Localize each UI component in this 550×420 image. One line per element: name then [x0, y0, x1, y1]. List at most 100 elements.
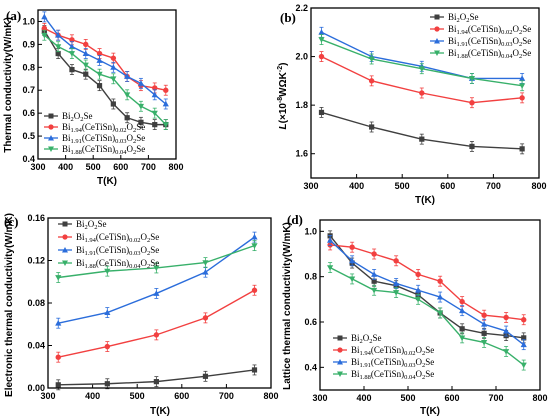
series-line — [330, 244, 524, 321]
panel-d-legend: Bi2O2Se Bi1.94(CeTiSn)0.02O2Se Bi1.91(Ce… — [333, 333, 434, 381]
y-tick-label: 1.8 — [295, 100, 308, 110]
x-tick-label: 300 — [40, 391, 55, 401]
svg-text:Bi2O2Se: Bi2O2Se — [62, 111, 93, 123]
y-tick-label: 0.8 — [304, 272, 317, 282]
data-point — [393, 280, 400, 286]
y-tick-label: 0.6 — [22, 108, 35, 118]
data-point — [202, 373, 209, 379]
legend-item-s3: Bi1.88(CeTiSn)0.04O2Se — [333, 369, 434, 381]
svg-text:Bi1.94(CeTiSn)0.02O2Se: Bi1.94(CeTiSn)0.02O2Se — [448, 24, 531, 36]
series-0 — [41, 25, 169, 131]
data-point — [468, 76, 476, 82]
data-point — [96, 50, 103, 57]
data-point — [152, 122, 158, 128]
panel-a-legend: Bi2O2Se Bi1.94(CeTiSn)0.02O2Se Bi1.91(Ce… — [44, 111, 145, 156]
data-point — [459, 307, 466, 314]
panel-c-plot: 300 400 500 600 700 800 0.00 0.04 0.08 0.12 0.16 — [27, 213, 278, 401]
legend-item-s0: Bi2O2Se — [58, 219, 107, 231]
data-point — [393, 258, 399, 264]
panel-a-frame — [37, 9, 177, 160]
y-tick-label: 2.2 — [295, 3, 308, 13]
data-point — [318, 53, 325, 60]
x-tick-label: 800 — [531, 181, 546, 191]
x-tick-label: 500 — [130, 391, 145, 401]
data-point — [83, 71, 89, 77]
data-point — [55, 382, 61, 388]
data-point — [124, 92, 131, 99]
svg-text:Bi1.94(CeTiSn)0.02O2Se: Bi1.94(CeTiSn)0.02O2Se — [76, 232, 159, 244]
panel-d-frame — [319, 219, 541, 391]
data-point — [110, 64, 117, 70]
svg-text:Bi1.88(CeTiSn)0.04O2Se: Bi1.88(CeTiSn)0.04O2Se — [62, 144, 145, 156]
series-line — [58, 289, 255, 358]
panel-d-ylabel: Lattice thermal conductivity(W/mK) — [282, 222, 293, 390]
series-0 — [318, 107, 525, 155]
series-3 — [55, 240, 258, 283]
data-point — [82, 62, 89, 69]
y-tick-label: 0.12 — [27, 256, 45, 266]
data-point — [151, 110, 158, 117]
data-point — [459, 326, 465, 332]
data-point — [138, 119, 144, 125]
legend-item-s0: Bi2O2Se — [44, 111, 93, 123]
data-point — [153, 265, 160, 272]
panel-a-ticks: 300 400 500 600 700 800 0.4 0.5 0.6 0.7 0.8 0.9 1.0 — [22, 16, 183, 172]
data-point — [137, 103, 145, 110]
x-tick-label: 800 — [532, 393, 547, 403]
series-line — [43, 34, 167, 126]
data-point — [415, 296, 422, 303]
panel-d-ticks: 300 400 500 600 700 800 0.4 0.6 0.8 1.0 — [304, 226, 547, 403]
series-3 — [318, 34, 526, 92]
x-tick-label: 400 — [356, 393, 371, 403]
data-point — [55, 44, 62, 50]
data-point — [327, 265, 334, 271]
x-tick-label: 300 — [30, 162, 45, 172]
data-point — [318, 109, 325, 116]
y-tick-label: 2.0 — [295, 52, 308, 62]
legend-item-s1: Bi1.94(CeTiSn)0.02O2Se — [430, 24, 531, 36]
data-point — [202, 315, 209, 321]
data-point — [202, 260, 209, 266]
panel-b-label: (b) — [280, 10, 296, 25]
data-point — [393, 290, 400, 296]
data-point — [55, 32, 62, 38]
data-point — [459, 335, 466, 342]
y-tick-label: 1.0 — [22, 16, 35, 26]
y-tick-label: 0.4 — [22, 154, 35, 164]
data-point — [520, 362, 527, 369]
data-point — [521, 317, 527, 323]
data-point — [419, 136, 425, 142]
x-tick-label: 600 — [113, 162, 128, 172]
data-point — [437, 278, 443, 284]
data-point — [521, 335, 527, 341]
data-point — [41, 32, 48, 39]
series-1 — [55, 284, 258, 363]
data-point — [437, 293, 444, 300]
series-1 — [318, 51, 525, 109]
data-point — [371, 251, 377, 257]
panel-a: 300 400 500 600 700 8000.40.50.60.70.80.91.0 … — [3, 8, 184, 187]
legend-item-s0: Bi2O2Se — [430, 12, 479, 24]
data-point — [41, 25, 48, 32]
x-tick-label: 800 — [168, 162, 183, 172]
legend-item-s0: Bi2O2Se — [333, 333, 382, 345]
data-point — [349, 244, 355, 250]
y-tick-label: 0.4 — [304, 362, 317, 372]
data-point — [96, 57, 103, 63]
panel-c-ylabel: Electronic thermal conductivity(W/mK) — [4, 213, 15, 397]
x-tick-label: 500 — [395, 181, 410, 191]
legend-item-s2: Bi1.91(CeTiSn)0.03O2Se — [58, 245, 159, 257]
series-line — [329, 239, 525, 346]
panel-a-plot: 300 400 500 600 700 800 0.4 0.5 0.6 0.7 0.8 0.9 1.0 — [22, 11, 184, 172]
x-tick-label: 600 — [174, 391, 189, 401]
data-point — [55, 50, 61, 57]
panel-c-xlabel: T(K) — [150, 406, 170, 417]
data-point — [163, 87, 169, 93]
panel-b-plot: 300 400 500 600 700 800 1.6 1.8 2.0 2.2 — [295, 3, 546, 191]
svg-text:Bi2O2Se: Bi2O2Se — [76, 219, 107, 231]
x-tick-label: 500 — [86, 162, 101, 172]
data-point — [202, 268, 209, 275]
x-tick-label: 300 — [303, 181, 318, 191]
